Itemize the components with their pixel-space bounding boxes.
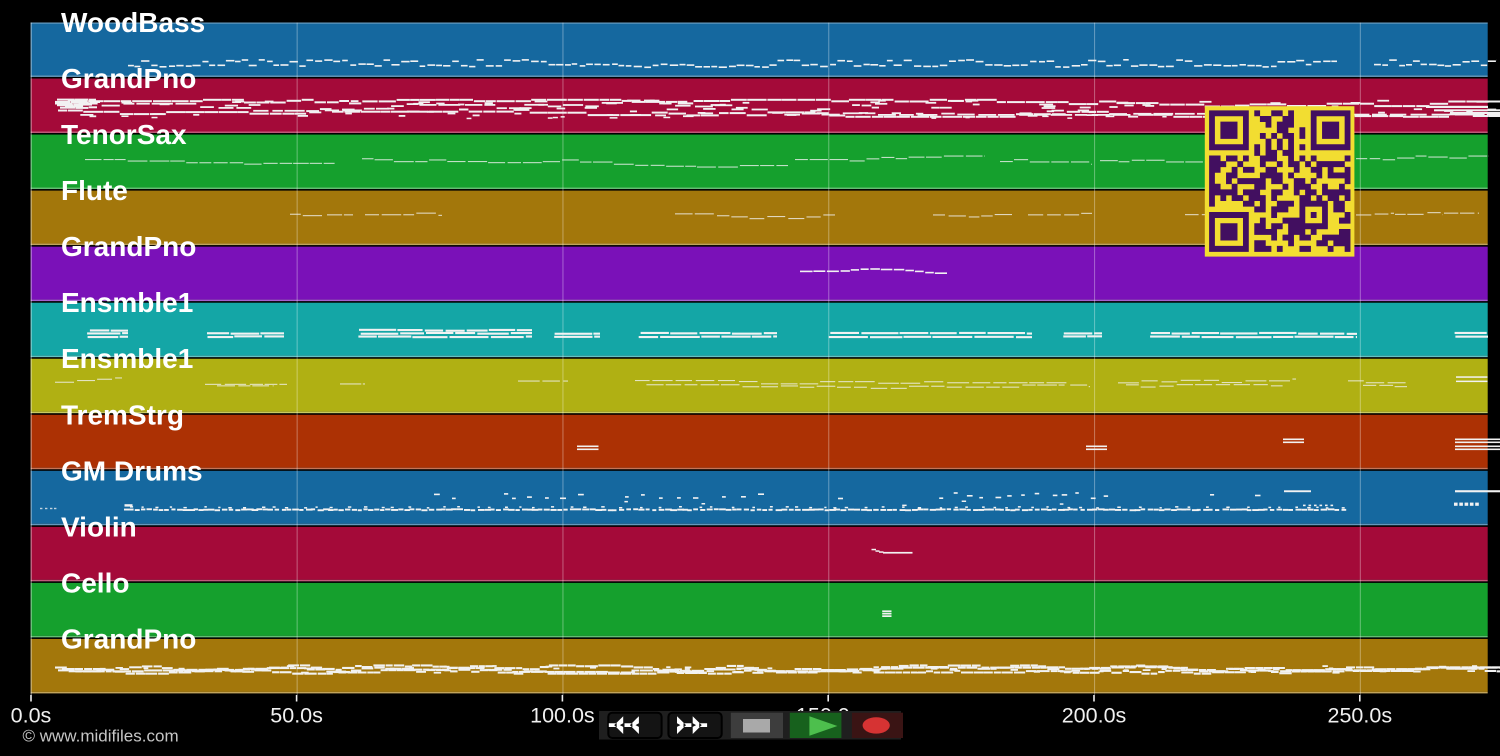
svg-text:© www.midifiles.com: © www.midifiles.com: [23, 727, 179, 746]
svg-text:Cello: Cello: [61, 567, 129, 598]
svg-text:0.0s: 0.0s: [11, 704, 52, 728]
svg-text:GrandPno: GrandPno: [61, 63, 196, 94]
svg-text:Violin: Violin: [61, 511, 137, 542]
svg-text:200.0s: 200.0s: [1062, 704, 1127, 728]
svg-text:TenorSax: TenorSax: [61, 119, 187, 150]
svg-text:250.0s: 250.0s: [1328, 704, 1393, 728]
svg-text:Ensmble1: Ensmble1: [61, 343, 193, 374]
svg-text:50.0s: 50.0s: [270, 704, 323, 728]
svg-text:GrandPno: GrandPno: [61, 624, 196, 655]
svg-text:WoodBass: WoodBass: [61, 7, 205, 38]
svg-text:100.0s: 100.0s: [530, 704, 595, 728]
svg-text:TremStrg: TremStrg: [61, 399, 184, 430]
svg-text:Flute: Flute: [61, 175, 128, 206]
svg-text:GM Drums: GM Drums: [61, 455, 203, 486]
svg-text:GrandPno: GrandPno: [61, 231, 196, 262]
svg-text:Ensmble1: Ensmble1: [61, 287, 193, 318]
